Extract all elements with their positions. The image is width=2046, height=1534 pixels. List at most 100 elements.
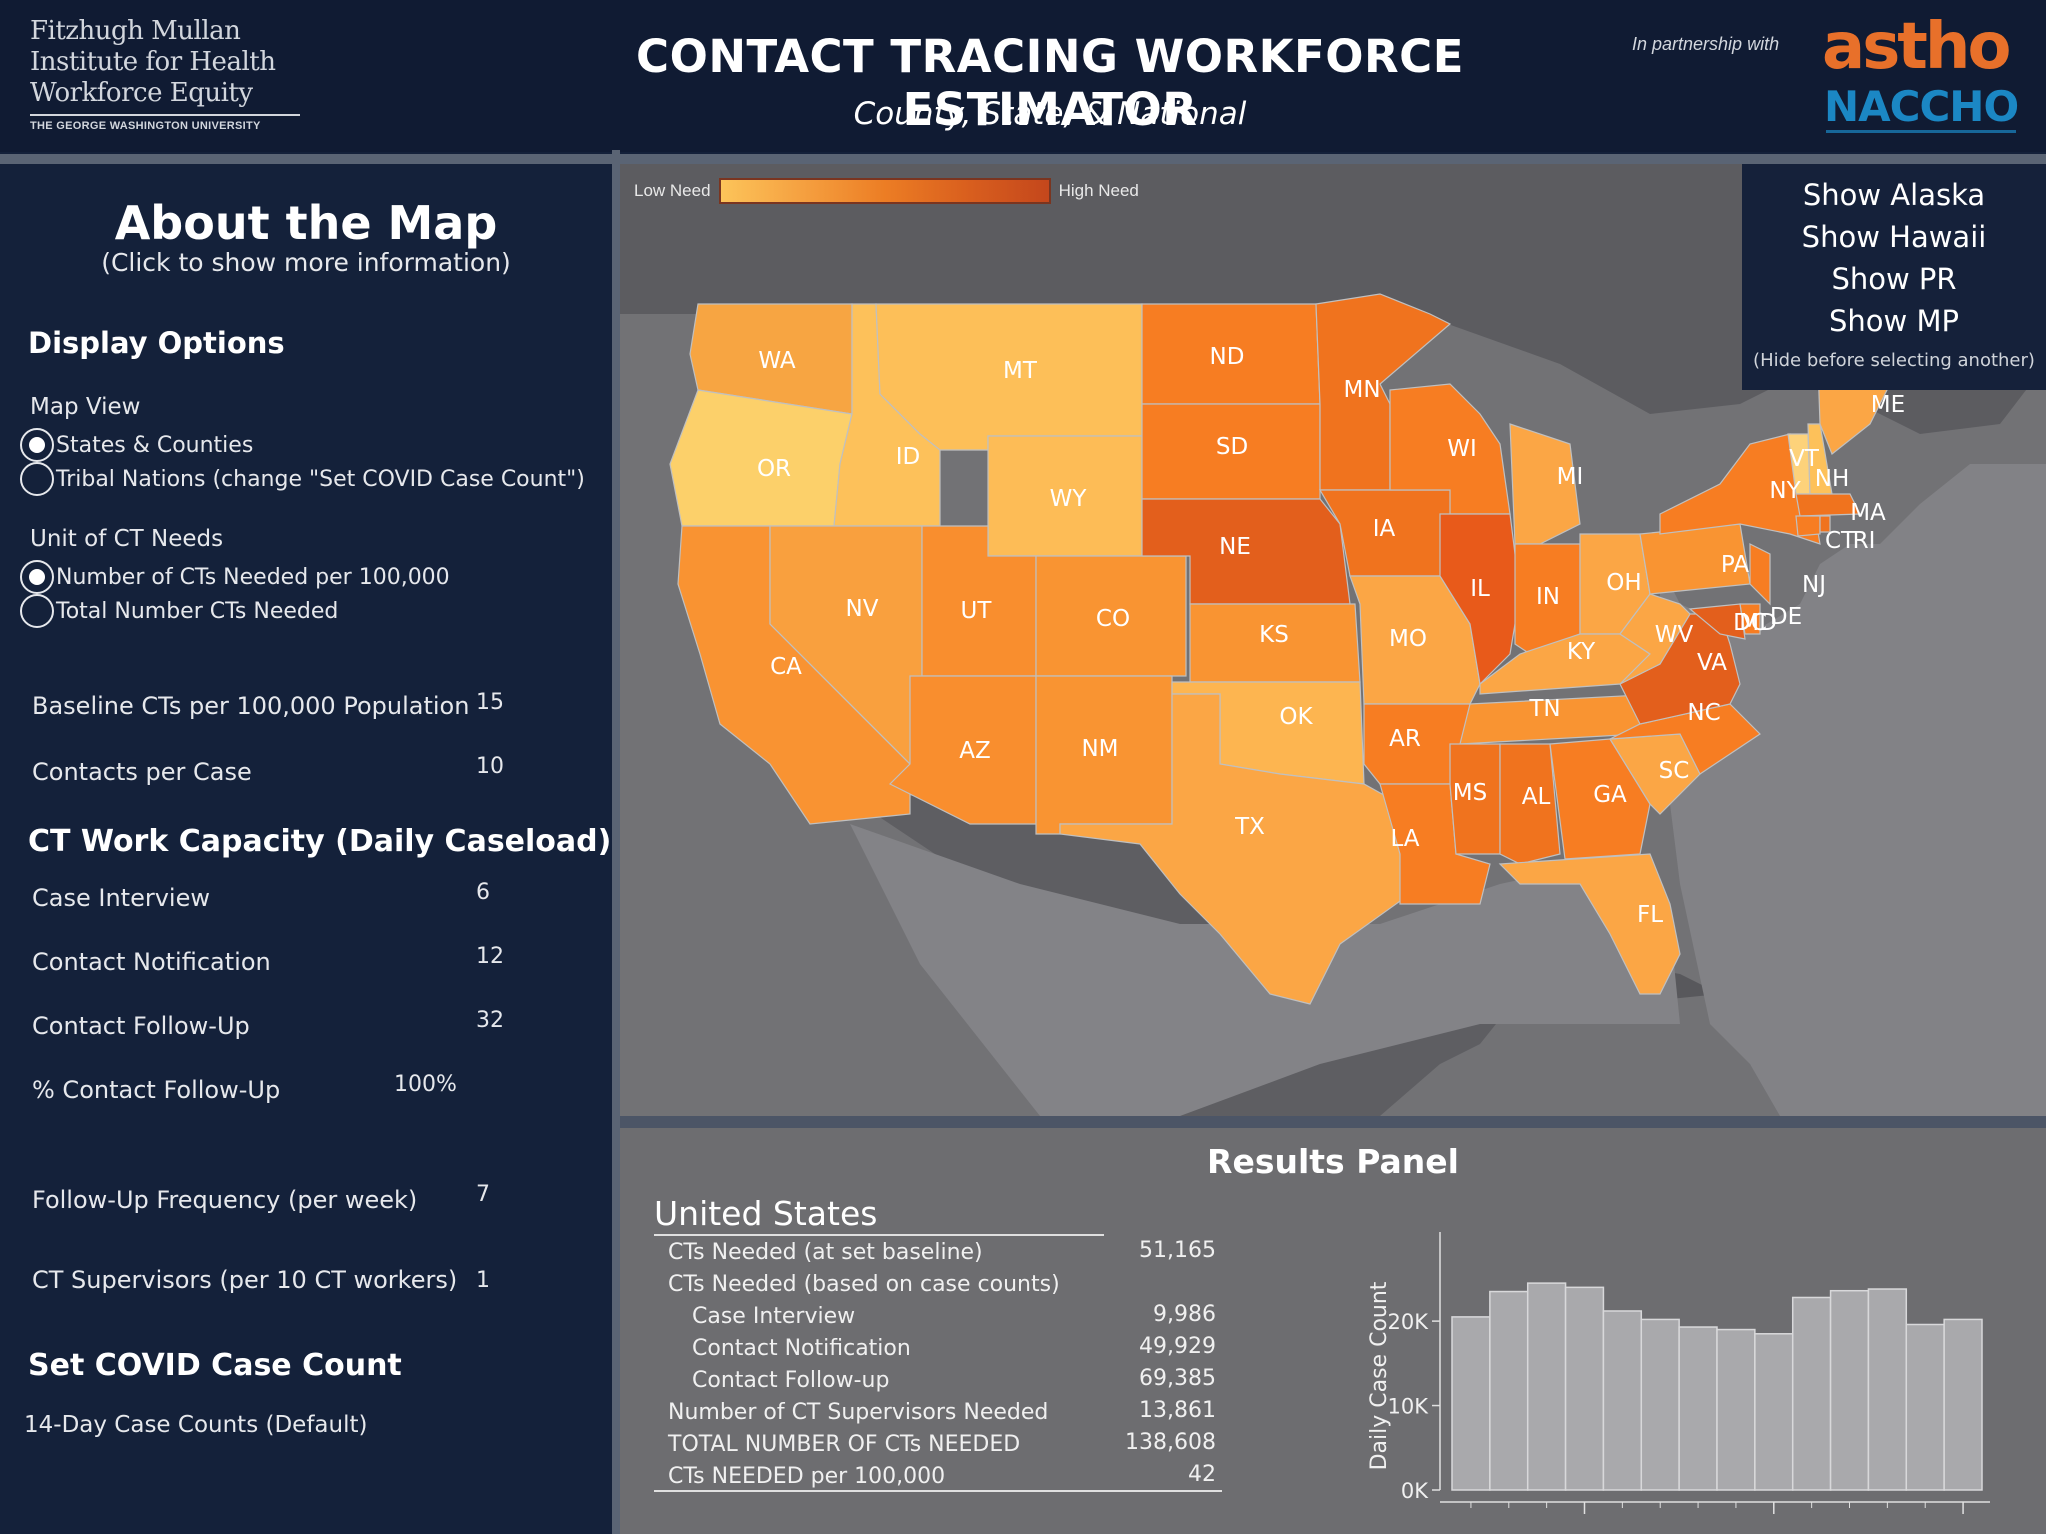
daily-case-chart[interactable]: Daily Case Count0K10K20K23 May28 May2 Ju… <box>1360 1222 2000 1522</box>
result-label: CTs Needed (based on case counts) <box>668 1272 1060 1297</box>
state-label: MD <box>1739 610 1777 636</box>
state-labels: WA OR CA ID NV MT WY UT AZ CO NM ND SD N… <box>757 344 1905 928</box>
case-interview-value[interactable]: 6 <box>476 880 490 905</box>
result-values: 51,165 9,986 49,929 69,385 13,861 138,60… <box>1090 1128 1216 1534</box>
map-panel[interactable]: WA OR CA ID NV MT WY UT AZ CO NM ND SD N… <box>620 164 2046 1116</box>
territory-toggle-box: Show Alaska Show Hawaii Show PR Show MP … <box>1742 164 2046 390</box>
state-label: NH <box>1815 466 1850 492</box>
contact-followup-value[interactable]: 32 <box>476 1008 504 1033</box>
show-pr-button[interactable]: Show PR <box>1831 262 1957 296</box>
state-label: ND <box>1210 344 1245 370</box>
radio-tribal-nations[interactable]: Tribal Nations (change "Set COVID Case C… <box>20 462 585 496</box>
state-CO <box>1035 555 1187 677</box>
chart-bar <box>1754 1333 1794 1491</box>
state-label: CT <box>1825 528 1856 554</box>
state-label: LA <box>1390 826 1419 852</box>
state-label: NE <box>1219 534 1251 560</box>
radio-unselected-icon[interactable] <box>20 462 54 496</box>
state-label: RI <box>1853 528 1876 554</box>
results-region: United States <box>654 1194 878 1233</box>
chart-bar <box>1602 1310 1643 1491</box>
state-label: DE <box>1770 604 1802 630</box>
y-tick-label: 0K <box>1401 1479 1429 1503</box>
show-hawaii-button[interactable]: Show Hawaii <box>1801 220 1987 254</box>
state-label: OK <box>1279 704 1313 730</box>
unit-label: Unit of CT Needs <box>30 526 224 552</box>
y-axis-label: Daily Case Count <box>1367 1281 1392 1470</box>
case-interview-label: Case Interview <box>32 884 210 912</box>
followup-frequency-label: Follow-Up Frequency (per week) <box>32 1186 418 1214</box>
chart-bar <box>1791 1296 1832 1491</box>
radio-per-100k[interactable]: Number of CTs Needed per 100,000 <box>20 560 450 594</box>
chart-bar <box>1489 1290 1529 1491</box>
state-IL <box>1439 513 1521 686</box>
state-MI <box>1509 423 1581 545</box>
chart-bar <box>1451 1316 1491 1491</box>
radio-total-cts[interactable]: Total Number CTs Needed <box>20 594 338 628</box>
state-shapes[interactable] <box>669 293 1891 1005</box>
page-title: CONTACT TRACING WORKFORCE ESTIMATOR <box>636 30 1464 136</box>
show-alaska-button[interactable]: Show Alaska <box>1802 178 1986 212</box>
atlantic-ocean <box>1660 464 2046 1116</box>
state-label: MT <box>1003 358 1038 384</box>
state-label: PA <box>1721 552 1749 578</box>
panel-divider <box>612 150 620 1534</box>
result-label: Contact Follow-up <box>692 1368 890 1393</box>
results-divider <box>654 1234 1104 1236</box>
state-label: CO <box>1096 606 1130 632</box>
naccho-logo: NACCHO <box>1824 82 2019 131</box>
about-map-subtitle[interactable]: (Click to show more information) <box>101 248 511 277</box>
state-label: MA <box>1850 500 1886 526</box>
canada-landmass <box>620 164 2046 434</box>
followup-frequency-value[interactable]: 7 <box>476 1182 490 1207</box>
contact-notification-label: Contact Notification <box>32 948 271 976</box>
us-state-map[interactable]: WA OR CA ID NV MT WY UT AZ CO NM ND SD N… <box>620 164 2046 1116</box>
state-label: WY <box>1050 486 1088 512</box>
radio-label: Number of CTs Needed per 100,000 <box>56 564 450 590</box>
radio-selected-icon[interactable] <box>20 560 54 594</box>
org-logo-line: Workforce Equity <box>30 78 253 108</box>
result-label: Number of CT Supervisors Needed <box>668 1400 1049 1425</box>
state-label: OR <box>757 456 791 482</box>
result-value: 42 <box>1188 1462 1216 1487</box>
result-label: Contact Notification <box>692 1336 911 1361</box>
org-logo-line: Institute for Health <box>30 47 276 77</box>
contact-followup-label: Contact Follow-Up <box>32 1012 250 1040</box>
state-MA <box>1795 493 1861 517</box>
radio-states-counties[interactable]: States & Counties <box>20 428 253 462</box>
contact-notification-value[interactable]: 12 <box>476 944 504 969</box>
state-label: WI <box>1447 436 1477 462</box>
state-label: TN <box>1528 696 1560 722</box>
state-label: NV <box>846 596 879 622</box>
results-bottom-rule <box>654 1490 1222 1492</box>
radio-unselected-icon[interactable] <box>20 594 54 628</box>
state-WV <box>1619 593 1691 685</box>
baseline-value[interactable]: 15 <box>476 690 504 715</box>
supervisors-value[interactable]: 1 <box>476 1268 490 1293</box>
case-count-selector[interactable]: 14-Day Case Counts (Default) <box>24 1412 368 1438</box>
result-value: 13,861 <box>1139 1398 1216 1423</box>
left-panel: About the Map (Click to show more inform… <box>0 164 612 1534</box>
about-map-title[interactable]: About the Map <box>114 196 498 250</box>
map-results-divider <box>620 1116 2046 1128</box>
chart-bar <box>1526 1282 1567 1491</box>
result-value: 51,165 <box>1139 1238 1216 1263</box>
state-CT <box>1795 515 1821 537</box>
state-label: AL <box>1522 784 1551 810</box>
show-mp-button[interactable]: Show MP <box>1829 304 1959 338</box>
state-NJ <box>1749 543 1771 606</box>
radio-selected-icon[interactable] <box>20 428 54 462</box>
pct-followup-value[interactable]: 100% <box>394 1072 457 1097</box>
contacts-per-case-value[interactable]: 10 <box>476 754 504 779</box>
state-AL <box>1499 743 1561 865</box>
show-note: (Hide before selecting another) <box>1753 350 2035 371</box>
state-RI <box>1819 515 1831 533</box>
legend-high-label: High Need <box>1058 181 1139 200</box>
org-logo[interactable]: Fitzhugh Mullan Institute for Health Wor… <box>30 16 300 132</box>
y-tick-label: 20K <box>1388 1310 1430 1334</box>
partner-logos[interactable]: astho NACCHO <box>1822 10 2022 142</box>
radio-label: States & Counties <box>56 432 254 458</box>
contacts-per-case-label: Contacts per Case <box>32 758 252 786</box>
state-label: IL <box>1470 576 1490 602</box>
result-label: CTs Needed (at set baseline) <box>668 1240 983 1265</box>
